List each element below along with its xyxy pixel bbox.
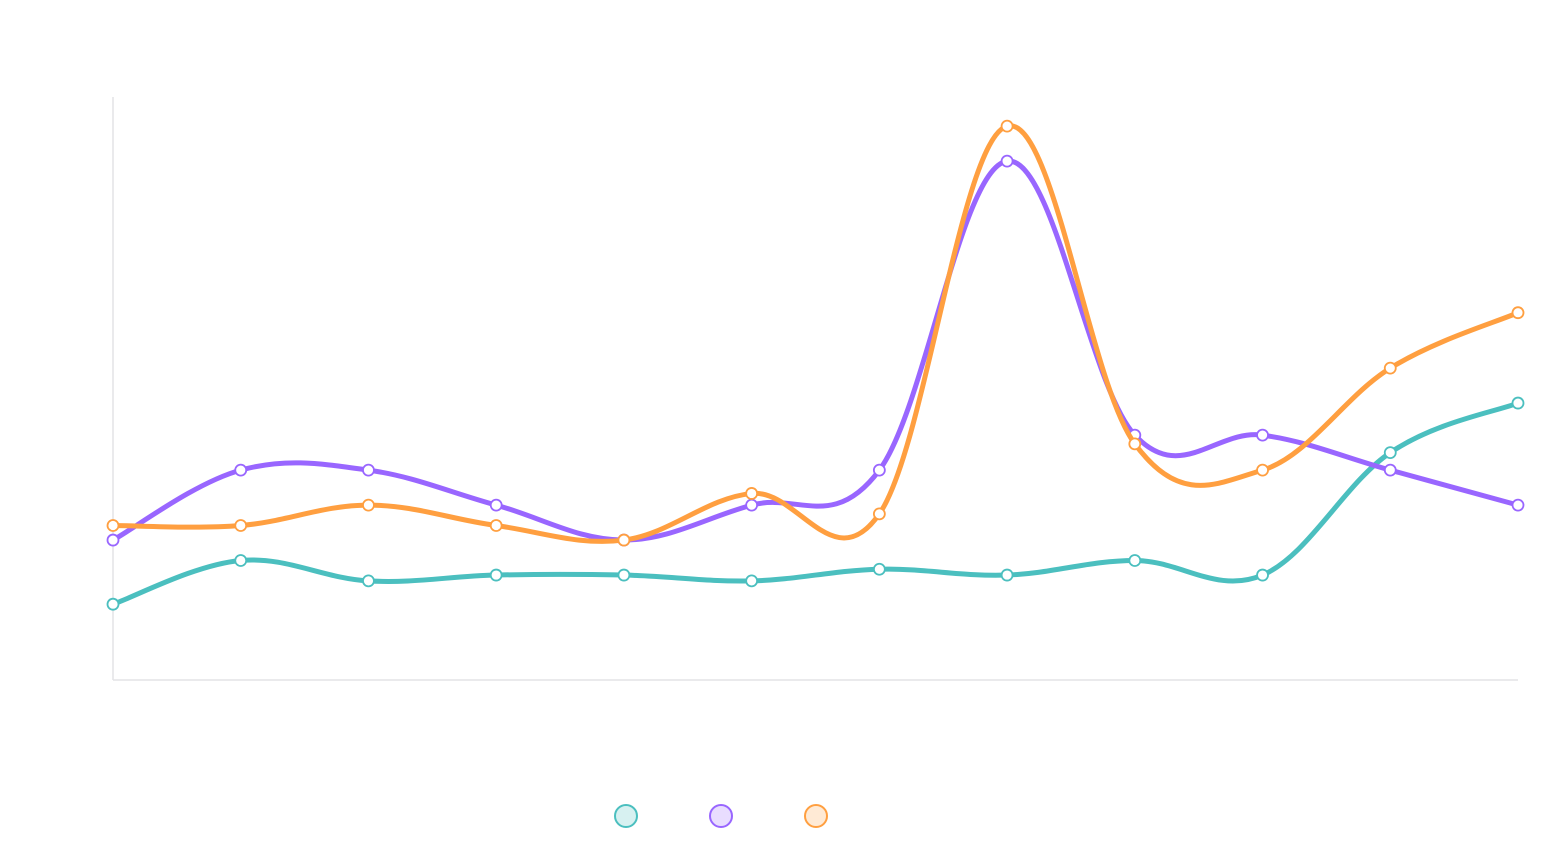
series-1-line: [110, 400, 1521, 607]
series-1-point-12[interactable]: [1511, 396, 1525, 410]
legend-marker-series-1[interactable]: [614, 804, 638, 828]
series-3-point-10[interactable]: [1256, 463, 1269, 477]
series-1-point-3[interactable]: [362, 574, 375, 588]
series-2-point-12[interactable]: [1511, 498, 1525, 512]
series-3-point-11[interactable]: [1383, 361, 1397, 375]
legend-marker-series-3[interactable]: [804, 804, 828, 828]
series-2-point-11[interactable]: [1383, 463, 1397, 477]
series-2: [106, 154, 1525, 547]
series-2-point-10[interactable]: [1256, 428, 1269, 442]
legend-marker-series-2[interactable]: [709, 804, 733, 828]
series-layer: [106, 119, 1525, 611]
series-2-point-4[interactable]: [489, 498, 503, 512]
series-3-point-6[interactable]: [745, 487, 759, 500]
series-3-point-7[interactable]: [872, 507, 886, 521]
series-3-point-2[interactable]: [234, 519, 248, 532]
legend[interactable]: [614, 804, 828, 828]
series-3-point-5[interactable]: [617, 533, 631, 547]
series-2-point-7[interactable]: [872, 463, 886, 477]
series-3-point-12[interactable]: [1511, 306, 1525, 320]
series-1-point-5[interactable]: [617, 568, 631, 582]
series-3-point-4[interactable]: [489, 519, 503, 532]
series-2-point-1[interactable]: [106, 533, 120, 547]
series-1-point-7[interactable]: [872, 562, 886, 576]
series-3-line: [110, 123, 1521, 544]
series-1-point-11[interactable]: [1383, 446, 1397, 460]
series-3-point-1[interactable]: [106, 519, 120, 532]
series-1-point-10[interactable]: [1256, 568, 1269, 582]
series-1-point-9[interactable]: [1128, 554, 1142, 567]
series-2-point-3[interactable]: [362, 463, 375, 477]
series-3: [106, 119, 1525, 547]
series-2-line: [110, 158, 1521, 543]
series-1-point-6[interactable]: [745, 574, 759, 588]
series-2-point-2[interactable]: [234, 463, 248, 477]
series-1: [106, 396, 1525, 611]
series-2-point-8[interactable]: [1000, 154, 1014, 168]
series-1-point-2[interactable]: [234, 554, 248, 567]
series-3-point-8[interactable]: [1000, 119, 1014, 133]
series-1-point-8[interactable]: [1000, 568, 1014, 582]
series-1-point-4[interactable]: [489, 568, 503, 582]
series-3-point-9[interactable]: [1128, 437, 1142, 451]
series-1-point-1[interactable]: [106, 597, 120, 611]
series-3-point-3[interactable]: [362, 498, 375, 512]
series-2-point-6[interactable]: [745, 498, 759, 512]
